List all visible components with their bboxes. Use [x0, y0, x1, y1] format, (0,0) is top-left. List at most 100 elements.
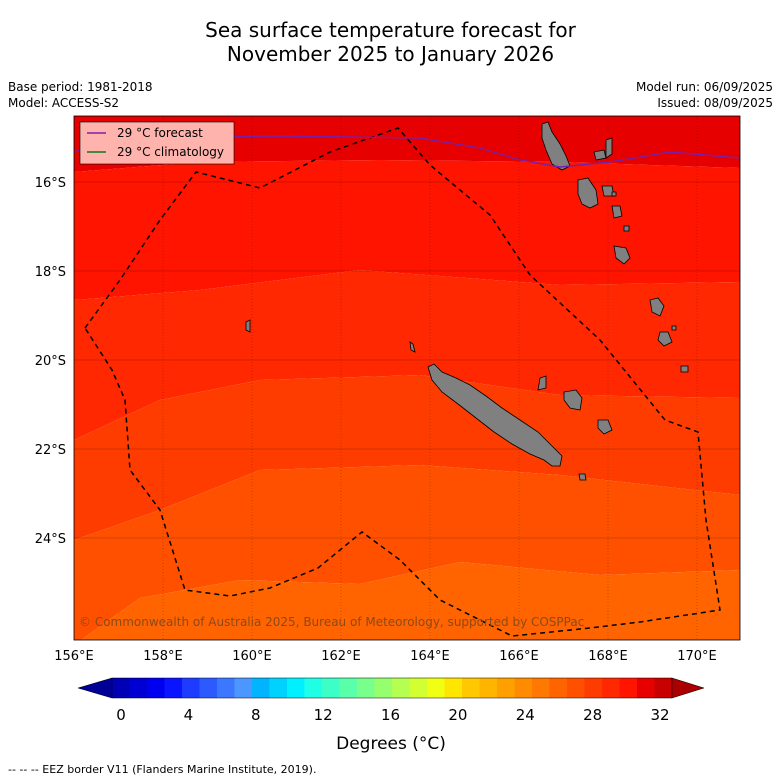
issued-date: Issued: 08/09/2025	[657, 96, 773, 110]
colorbar-cell	[199, 678, 218, 698]
title-line-2: November 2025 to January 2026	[226, 42, 555, 66]
legend-box	[79, 121, 235, 165]
colorbar-cell	[164, 678, 183, 698]
isle-of-pines	[578, 473, 587, 481]
colorbar-cell	[567, 678, 585, 698]
colorbar-cell	[409, 678, 428, 698]
lifou-island	[563, 389, 583, 411]
latitude-labels: 16°S 18°S 20°S 22°S 24°S	[35, 176, 66, 547]
temperature-band	[74, 375, 740, 540]
colorbar-tick-label: 16	[381, 706, 400, 724]
tanna-island	[649, 297, 665, 317]
colorbar-tick-label: 12	[314, 706, 333, 724]
colorbar-tick-label: 32	[650, 706, 669, 724]
colorbar-cell	[514, 678, 533, 698]
map-area	[74, 116, 740, 720]
pentecost-island	[605, 137, 613, 159]
colorbar-high-extend	[671, 677, 705, 699]
small-islet-a	[623, 225, 630, 232]
model-name: Model: ACCESS-S2	[8, 96, 120, 110]
erromango-island	[613, 245, 631, 265]
meta-left: Base period: 1981-2018 Model: ACCESS-S2	[8, 79, 153, 111]
small-islet-c	[671, 325, 677, 331]
colorbar-cell	[479, 678, 498, 698]
colorbar-tick-label: 4	[184, 706, 194, 724]
colorbar-cell	[637, 678, 655, 698]
longitude-labels: 156°E 158°E 160°E 162°E 164°E 166°E 168°E 170°E	[54, 649, 717, 664]
longitude-tick-label: 156°E	[54, 649, 94, 664]
colorbar-title: Degrees (°C)	[336, 734, 446, 754]
colorbar-cell	[532, 678, 550, 698]
colorbar-cell	[392, 678, 410, 698]
temperature-band	[74, 160, 740, 300]
latitude-tick-label: 18°S	[35, 265, 66, 280]
colorbar-cell	[339, 678, 358, 698]
colorbar-cell	[269, 678, 288, 698]
temperature-band	[74, 116, 740, 172]
colorbar-cell	[374, 678, 393, 698]
temperature-band	[81, 562, 740, 640]
colorbar-cell	[234, 678, 253, 698]
base-period: Base period: 1981-2018	[8, 80, 153, 94]
new-caledonia-island	[427, 363, 563, 467]
temperature-band	[74, 270, 740, 440]
aneityum-island	[657, 331, 673, 347]
longitude-tick-label: 160°E	[232, 649, 272, 664]
colorbar-cell	[147, 678, 165, 698]
temperature-band	[74, 700, 740, 720]
temperature-bands	[74, 116, 740, 720]
legend-climatology-label: 29 °C climatology	[117, 145, 224, 159]
maewo-island	[593, 149, 607, 161]
latitude-tick-label: 20°S	[35, 354, 66, 369]
latitude-tick-label: 24°S	[35, 532, 66, 547]
colorbar-cell	[182, 678, 200, 698]
longitude-tick-label: 168°E	[588, 649, 628, 664]
colorbar-cell	[584, 678, 603, 698]
chart-title: Sea surface temperature forecast for Nov…	[0, 18, 781, 66]
colorbar-cell	[304, 678, 323, 698]
longitude-tick-label: 164°E	[410, 649, 450, 664]
colorbar-cell	[602, 678, 620, 698]
colorbar-cell	[619, 678, 638, 698]
small-islet-b	[611, 191, 617, 197]
title-line-1: Sea surface temperature forecast for	[205, 18, 576, 42]
colorbar-cell	[462, 678, 480, 698]
map-legend: 29 °C forecast 29 °C climatology	[79, 121, 235, 165]
mare-island	[597, 419, 613, 435]
colorbar-cell	[287, 678, 305, 698]
eez-footnote: -- -- -- EEZ border V11 (Flanders Marine…	[8, 763, 317, 776]
colorbar-cell	[497, 678, 515, 698]
legend-forecast-label: 29 °C forecast	[117, 126, 203, 140]
efate-island	[611, 205, 623, 219]
colorbar-cell	[427, 678, 445, 698]
colorbar-tick-label: 20	[448, 706, 467, 724]
longitude-tick-label: 166°E	[499, 649, 539, 664]
latitude-tick-label: 22°S	[35, 443, 66, 458]
latitude-tick-label: 16°S	[35, 176, 66, 191]
colorbar-cell	[217, 678, 235, 698]
copyright-notice: © Commonwealth of Australia 2025, Bureau…	[79, 615, 584, 629]
longitude-tick-label: 170°E	[677, 649, 717, 664]
colorbar-cells	[111, 677, 673, 699]
longitude-tick-label: 162°E	[321, 649, 361, 664]
longitude-tick-label: 158°E	[143, 649, 183, 664]
colorbar-cell	[252, 678, 270, 698]
chesterfield-islet	[245, 319, 251, 333]
colorbar: 0 4 8 12 16 20 24 28 32 Degrees (°C)	[77, 677, 705, 754]
colorbar-cell	[549, 678, 568, 698]
model-run: Model run: 06/09/2025	[635, 80, 773, 94]
colorbar-tick-label: 28	[583, 706, 602, 724]
matthew-islet	[680, 365, 689, 373]
colorbar-cell	[654, 678, 673, 698]
malekula-island	[577, 177, 599, 209]
colorbar-cell	[357, 678, 375, 698]
colorbar-cell	[322, 678, 340, 698]
ouvea-island	[537, 375, 547, 391]
colorbar-tick-label: 0	[116, 706, 126, 724]
meta-right: Model run: 06/09/2025 Issued: 08/09/2025	[636, 79, 773, 111]
colorbar-low-extend	[77, 677, 113, 699]
colorbar-tick-label: 8	[251, 706, 261, 724]
colorbar-tick-label: 24	[516, 706, 535, 724]
map-frame	[73, 115, 741, 641]
